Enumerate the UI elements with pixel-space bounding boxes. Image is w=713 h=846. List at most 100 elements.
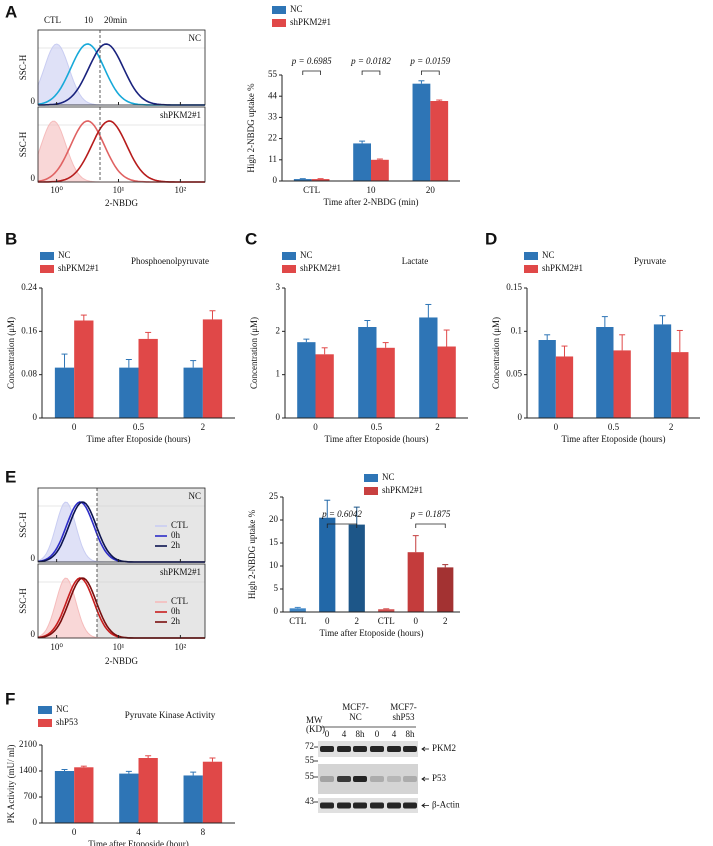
x-tick-label: 2 xyxy=(201,422,206,432)
row-label: shPKM2#1 xyxy=(160,110,201,120)
histogram-area xyxy=(37,43,205,106)
y-tick-label: 1 xyxy=(276,369,281,379)
y-tick-label: 22 xyxy=(268,133,277,143)
error-bar xyxy=(544,334,551,340)
bar xyxy=(412,83,431,181)
x-axis-label: 2-NBDG xyxy=(105,656,138,666)
y-axis-label: SSC-H xyxy=(18,512,28,538)
error-bar xyxy=(294,606,301,609)
error-bar xyxy=(412,535,419,553)
blot-band xyxy=(353,776,367,782)
y-tick-label: 0 xyxy=(33,412,38,422)
x-tick-label: 10¹ xyxy=(113,185,125,195)
bar xyxy=(183,367,203,418)
legend-label: NC xyxy=(300,250,313,260)
plot-frame xyxy=(37,487,206,563)
error-bar xyxy=(425,303,432,318)
y-tick-label: 0.05 xyxy=(506,369,522,379)
x-tick-label: 2 xyxy=(435,422,440,432)
error-bar xyxy=(321,347,328,355)
error-bar xyxy=(209,757,216,762)
y-tick-label: 0.16 xyxy=(21,325,37,335)
band-arrow xyxy=(421,803,429,808)
x-tick-label: 2 xyxy=(669,422,674,432)
x-tick-label: 2 xyxy=(355,616,360,626)
significance-bracket xyxy=(361,70,381,75)
blot-band xyxy=(370,746,384,752)
blot-strip xyxy=(318,764,418,794)
blot-strip xyxy=(318,741,418,757)
y-axis-label: Concentration (μM) xyxy=(6,317,16,389)
x-tick-label: 0.5 xyxy=(371,422,383,432)
bar xyxy=(348,524,365,612)
y-axis-label: PK Activity (mU/ ml) xyxy=(6,745,16,824)
x-axis-label: 2-NBDG xyxy=(105,198,138,208)
bar xyxy=(74,767,94,823)
legend-swatch xyxy=(364,474,378,482)
band-label: P53 xyxy=(432,773,447,783)
bar xyxy=(138,338,158,418)
y-tick-label: 15 xyxy=(269,537,279,547)
y-tick-label: 0 xyxy=(31,173,36,183)
bar xyxy=(315,354,334,418)
blot-band xyxy=(353,802,367,809)
y-tick-label: 700 xyxy=(24,791,38,801)
panel-letter: E xyxy=(5,467,16,486)
bar xyxy=(653,324,672,418)
error-bar xyxy=(436,99,443,102)
mw-marker: 55 xyxy=(305,771,315,781)
y-tick-label: 0 xyxy=(31,629,36,639)
error-bar xyxy=(376,158,383,160)
row-label: NC xyxy=(188,491,201,501)
legend-swatch xyxy=(272,6,286,14)
plot-frame xyxy=(37,106,206,183)
p-value: p = 0.0182 xyxy=(350,56,391,66)
band-label: β-Actin xyxy=(432,800,460,810)
bar xyxy=(319,517,336,612)
x-tick-label: 0 xyxy=(554,422,559,432)
error-bar xyxy=(561,345,568,357)
legend-swatch xyxy=(38,706,52,714)
blot-band xyxy=(387,746,401,752)
chart-title: Phosphoenolpyruvate xyxy=(131,256,209,266)
error-bar xyxy=(382,342,389,348)
bar xyxy=(437,567,454,612)
legend-label: NC xyxy=(58,250,71,260)
group-label: MCF7- xyxy=(342,702,369,712)
bar xyxy=(289,608,306,612)
x-tick-label: 0 xyxy=(72,422,77,432)
x-tick-label: CTL xyxy=(378,616,395,626)
error-bar xyxy=(418,80,425,84)
x-tick-label: 10⁰ xyxy=(50,642,63,652)
blot-band xyxy=(403,802,417,809)
y-tick-label: 0.1 xyxy=(511,325,522,335)
blot-band xyxy=(403,776,417,782)
y-tick-label: 10 xyxy=(269,560,279,570)
legend-label: 0h xyxy=(171,530,181,540)
x-tick-label: 10¹ xyxy=(113,642,125,652)
legend-swatch xyxy=(272,19,286,27)
x-axis-label: Time after Etoposide (hours) xyxy=(562,434,666,444)
y-axis-label: Concentration (μM) xyxy=(249,317,259,389)
lane-label: 0 xyxy=(375,729,380,739)
blot-band xyxy=(320,802,334,809)
bar xyxy=(119,367,139,418)
y-axis-label: Concentration (μM) xyxy=(491,317,501,389)
bar xyxy=(54,367,75,418)
y-tick-label: 0 xyxy=(273,175,278,185)
error-bar xyxy=(324,499,331,518)
x-axis-label: Time after 2-NBDG (min) xyxy=(324,197,419,207)
lane-label: 4 xyxy=(392,729,397,739)
blot-band xyxy=(387,802,401,809)
bar xyxy=(671,352,689,418)
error-bar xyxy=(443,329,450,347)
y-tick-label: 44 xyxy=(268,90,278,100)
y-tick-label: 1400 xyxy=(19,765,38,775)
error-bar xyxy=(80,765,87,768)
y-axis-label: SSC-H xyxy=(18,588,28,614)
chart-title: Pyruvate Kinase Activity xyxy=(125,710,216,720)
chart-title: Lactate xyxy=(402,256,428,266)
significance-bracket xyxy=(415,523,446,528)
x-tick-label: 10² xyxy=(175,642,187,652)
header-label: 10 xyxy=(84,15,94,25)
